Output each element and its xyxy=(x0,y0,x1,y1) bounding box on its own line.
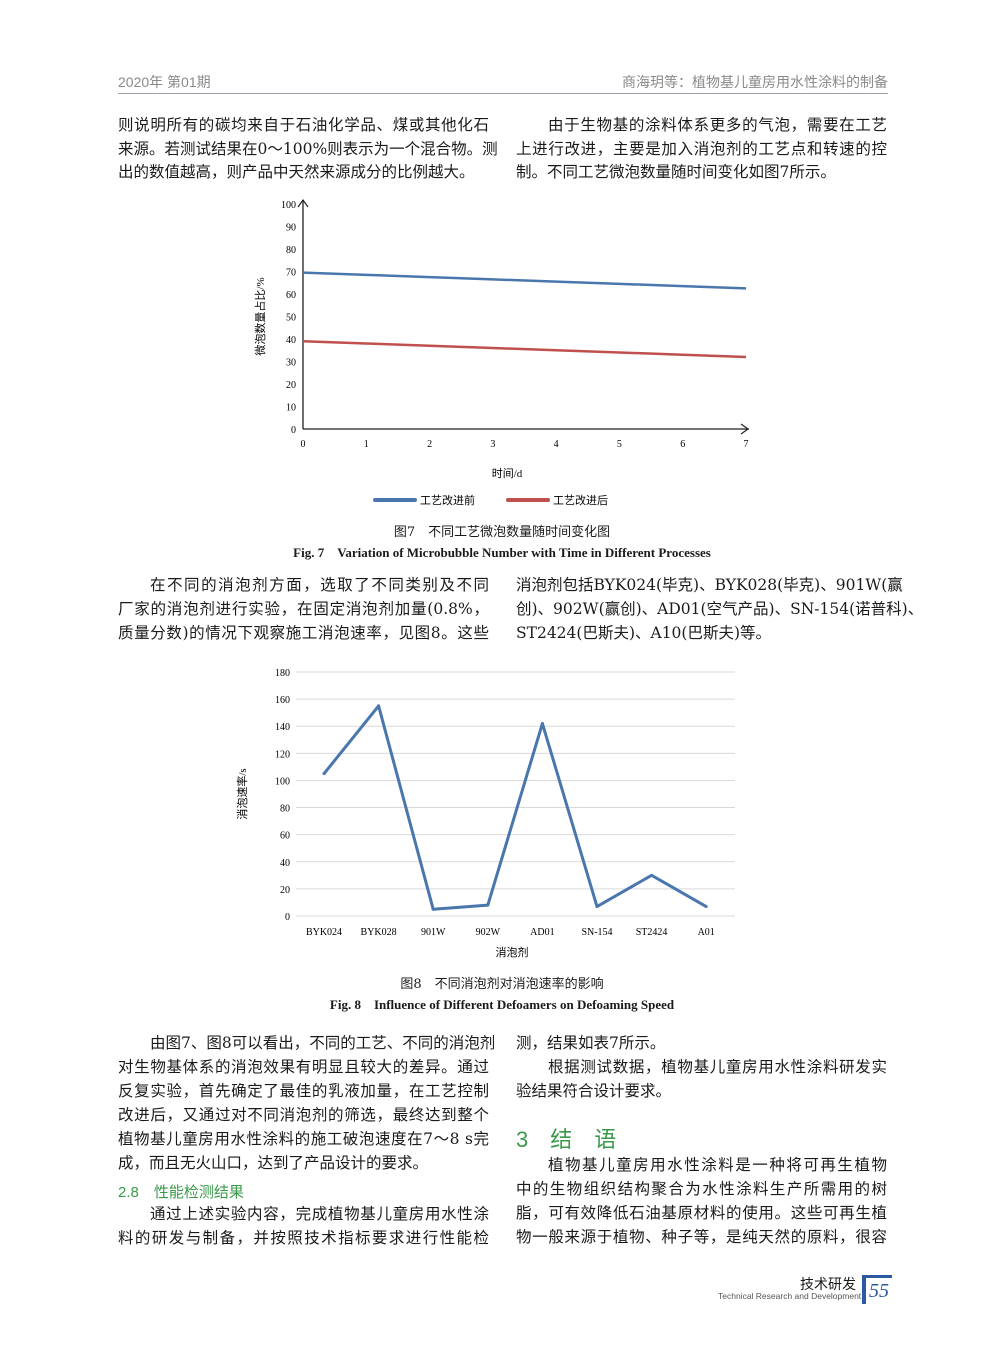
header-rule xyxy=(118,93,888,94)
figure-7-caption-cn: 图7 不同工艺微泡数量随时间变化图 xyxy=(393,525,611,540)
text-line: 中的生物组织结构聚合为水性涂料生产所需用的树 xyxy=(516,1180,887,1198)
text-line: 改进后，又通过对不同消泡剂的筛选，最终达到整个 xyxy=(118,1106,489,1124)
y-tick-label: 80 xyxy=(286,245,296,256)
text-line: 在不同的消泡剂方面，选取了不同类别及不同 xyxy=(150,576,489,594)
text-line: 物一般来源于植物、种子等，是纯天然的原料，很容 xyxy=(516,1228,887,1246)
x-tick-label: AD01 xyxy=(530,927,554,938)
data-point xyxy=(595,905,599,909)
x-tick-label: 1 xyxy=(364,439,369,450)
y-tick-label: 60 xyxy=(280,831,290,842)
data-point xyxy=(322,772,326,776)
text-line: 质量分数)的情况下观察施工消泡速率，见图8。这些 xyxy=(118,624,489,642)
y-tick-label: 0 xyxy=(285,912,290,923)
data-point xyxy=(704,905,708,909)
x-tick-label: A01 xyxy=(698,927,715,938)
footer-section-en: Technical Research and Development xyxy=(718,1291,862,1301)
x-tick-label: 902W xyxy=(476,927,501,938)
text-line: 脂，可有效降低石油基原材料的使用。这些可再生植 xyxy=(516,1204,887,1222)
x-tick-label: 0 xyxy=(301,439,306,450)
text-line: 来源。若测试结果在0～100%则表示为一个混合物。测 xyxy=(118,140,498,158)
y-tick-label: 180 xyxy=(275,668,290,679)
series-line-1 xyxy=(302,271,747,290)
text-line: 测，结果如表7所示。 xyxy=(516,1034,666,1052)
running-title: 商海玥等：植物基儿童房用水性涂料的制备 xyxy=(622,74,888,90)
legend-label-1: 工艺改进前 xyxy=(420,493,475,507)
x-tick-label: 901W xyxy=(421,927,446,938)
section-heading-2-8: 2.8 性能检测结果 xyxy=(118,1184,244,1201)
text-line: 则说明所有的碳均来自于石油化学品、煤或其他化石 xyxy=(118,116,489,134)
y-tick-label: 120 xyxy=(275,749,290,760)
text-line: 由于生物基的涂料体系更多的气泡，需要在工艺 xyxy=(548,116,887,134)
text-line: 由图7、图8可以看出，不同的工艺、不同的消泡剂 xyxy=(150,1034,496,1052)
y-tick-label: 90 xyxy=(286,223,296,234)
text-line: 植物基儿童房用水性涂料是一种将可再生植物 xyxy=(548,1156,887,1174)
y-tick-label: 40 xyxy=(280,858,290,869)
text-line: 消泡剂包括BYK024(毕克)、BYK028(毕克)、901W(赢 xyxy=(516,576,903,594)
x-tick-label: ST2424 xyxy=(636,927,668,938)
series-line xyxy=(322,704,707,911)
text-line: 验结果符合设计要求。 xyxy=(516,1082,672,1100)
text-line: 制。不同工艺微泡数量随时间变化如图7所示。 xyxy=(516,163,836,181)
text-line: 厂家的消泡剂进行实验，在固定消泡剂加量(0.8%， xyxy=(118,600,489,618)
figure-8-chart: 0 20 40 60 80 100 120 140 160 180 BYK024 BYK028 901W… xyxy=(235,668,735,959)
y-tick-label: 20 xyxy=(280,885,290,896)
x-tick-label: 2 xyxy=(427,439,432,450)
y-axis-title: 消泡速率/s xyxy=(235,768,249,819)
y-tick-label: 100 xyxy=(275,776,290,787)
text-line: 通过上述实验内容，完成植物基儿童房用水性涂 xyxy=(150,1205,489,1223)
x-tick-label: 4 xyxy=(554,439,559,450)
y-tick-label: 100 xyxy=(281,200,296,211)
x-tick-label: 3 xyxy=(490,439,495,450)
y-tick-label: 40 xyxy=(286,335,296,346)
text-line: 创)、902W(赢创)、AD01(空气产品)、SN-154(诺普科)、 xyxy=(516,600,924,618)
data-point xyxy=(650,873,654,877)
legend-label-2: 工艺改进后 xyxy=(553,493,608,507)
data-point xyxy=(540,722,544,726)
series-line-2 xyxy=(302,340,747,359)
y-tick-label: 160 xyxy=(275,695,290,706)
y-tick-label: 60 xyxy=(286,290,296,301)
figure-8-caption-cn: 图8 不同消泡剂对消泡速率的影响 xyxy=(400,977,604,992)
y-axis-arrow xyxy=(297,198,309,208)
figure-7-chart: 0 10 20 30 40 50 60 70 80 90 100 0 1 2 3 4 5 6 7 时间/d 微泡数量占比… xyxy=(253,198,750,507)
text-line: 植物基儿童房用水性涂料的施工破泡速度在7～8 s完 xyxy=(118,1130,489,1148)
text-line: 出的数值越高，则产品中天然来源成分的比例越大。 xyxy=(118,163,475,181)
y-tick-label: 0 xyxy=(291,425,296,436)
y-tick-label: 140 xyxy=(275,722,290,733)
text-line: ST2424(巴斯夫)、A10(巴斯夫)等。 xyxy=(516,624,772,642)
y-tick-label: 10 xyxy=(286,403,296,414)
x-tick-label: 6 xyxy=(680,439,685,450)
y-tick-label: 50 xyxy=(286,313,296,324)
x-tick-label: SN-154 xyxy=(581,927,612,938)
figure-8-caption-en: Fig. 8 Influence of Different Defoamers … xyxy=(329,997,675,1012)
data-point xyxy=(486,903,490,907)
text-line: 成，而且无火山口，达到了产品设计的要求。 xyxy=(118,1154,429,1172)
text-line: 料的研发与制备，并按照技术指标要求进行性能检 xyxy=(118,1229,489,1247)
x-tick-label: 7 xyxy=(744,439,749,450)
x-axis-arrow xyxy=(740,423,750,435)
y-tick-label: 80 xyxy=(280,804,290,815)
text-line: 对生物基体系的消泡效果有明显且较大的差异。通过 xyxy=(118,1058,489,1076)
x-axis-title: 时间/d xyxy=(492,467,523,480)
y-tick-label: 20 xyxy=(286,380,296,391)
journal-issue: 2020年 第01期 xyxy=(118,74,211,90)
page-number: 55 xyxy=(862,1275,892,1304)
y-axis-title: 微泡数量占比/% xyxy=(253,277,267,355)
figure-7-caption-en: Fig. 7 Variation of Microbubble Number w… xyxy=(293,545,711,560)
x-tick-label: 5 xyxy=(617,439,622,450)
footer-section-cn: 技术研发 xyxy=(800,1276,856,1292)
x-axis-title: 消泡剂 xyxy=(496,945,529,959)
text-line: 根据测试数据，植物基儿童房用水性涂料研发实 xyxy=(548,1058,887,1076)
x-tick-label: BYK028 xyxy=(361,927,397,938)
text-line: 反复实验，首先确定了最佳的乳液加量，在工艺控制 xyxy=(118,1082,489,1100)
data-point xyxy=(377,704,381,708)
y-tick-label: 30 xyxy=(286,358,296,369)
x-tick-label: BYK024 xyxy=(306,927,342,938)
data-point xyxy=(431,907,435,911)
text-line: 上进行改进，主要是加入消泡剂的工艺点和转速的控 xyxy=(516,140,887,158)
section-heading-3: 3 结 语 xyxy=(516,1127,617,1152)
y-tick-label: 70 xyxy=(286,268,296,279)
